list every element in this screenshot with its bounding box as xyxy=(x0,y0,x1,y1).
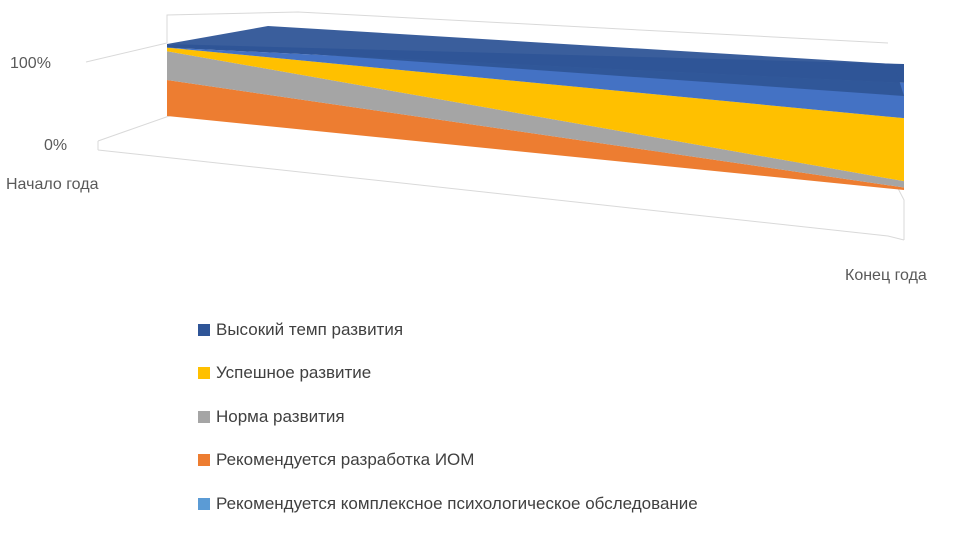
chart-areas xyxy=(167,26,904,190)
legend-label: Норма развития xyxy=(216,406,345,426)
legend-item: Рекомендуется разработка ИОМ xyxy=(198,449,698,472)
legend-item: Рекомендуется комплексное психологическо… xyxy=(198,492,698,515)
legend-item: Успешное развитие xyxy=(198,362,698,385)
legend-label: Рекомендуется комплексное психологическо… xyxy=(216,493,698,513)
chart-plot-area: 100% 0% Начало года Конец года xyxy=(6,11,927,284)
legend-item: Высокий темп развития xyxy=(198,318,698,341)
area-4 xyxy=(167,80,904,190)
area-2 xyxy=(167,47,904,182)
legend-swatch xyxy=(198,323,210,336)
legend-swatch xyxy=(198,410,210,423)
area-3 xyxy=(167,51,904,188)
gridline-top xyxy=(85,11,889,63)
legend-label: Рекомендуется разработка ИОМ xyxy=(216,450,475,469)
area-5 xyxy=(167,47,904,119)
legend-swatch xyxy=(198,497,210,510)
y-tick-label-100: 100% xyxy=(10,55,51,72)
y-tick-label-0: 0% xyxy=(44,137,67,154)
legend-label: Высокий темп развития xyxy=(216,319,404,339)
x-tick-label-end: Конец года xyxy=(845,267,927,284)
area-top-face xyxy=(167,26,904,96)
x-tick-label-start: Начало года xyxy=(6,176,99,193)
chart-legend: Высокий темп развития Успешное развитие … xyxy=(198,318,698,536)
floor-edge xyxy=(97,149,905,241)
legend-item: Норма развития xyxy=(198,405,698,428)
legend-swatch xyxy=(198,454,210,466)
legend-swatch xyxy=(198,367,210,379)
legend-label: Успешное развитие xyxy=(216,363,372,382)
